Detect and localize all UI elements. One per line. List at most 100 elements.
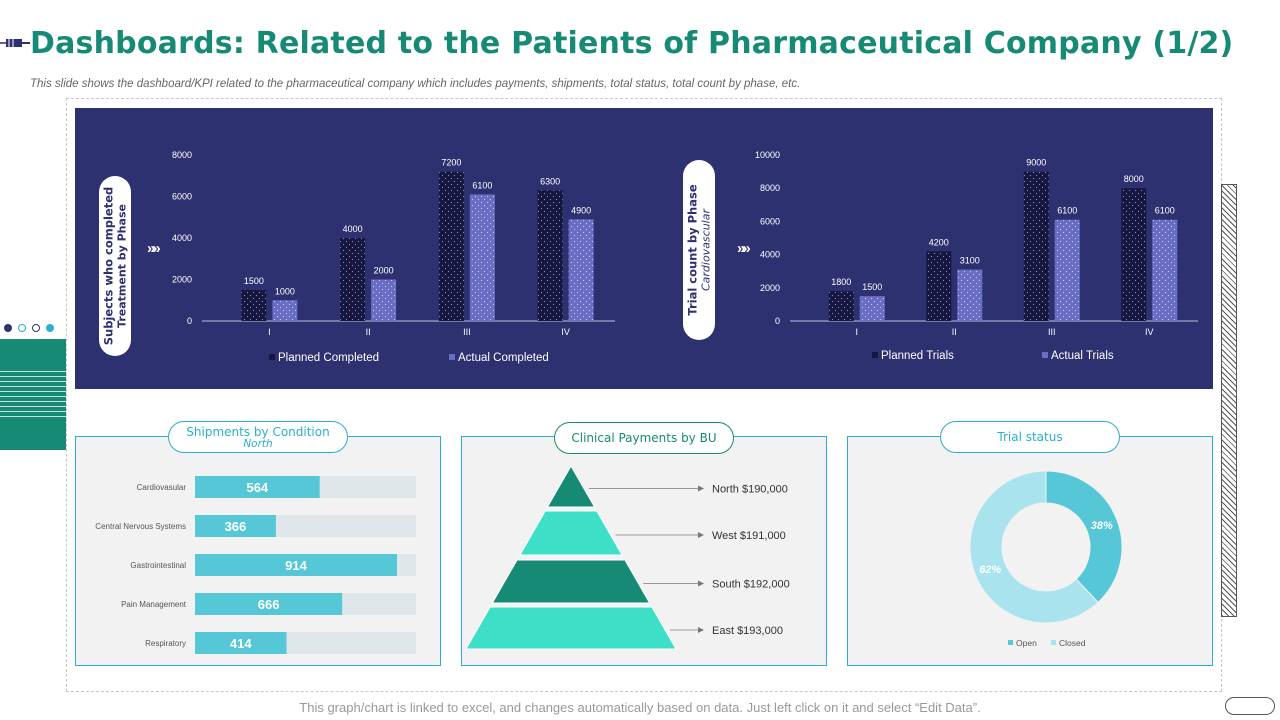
- bar: [195, 476, 320, 498]
- payments-title-pill: Clinical Payments by BU: [554, 422, 734, 454]
- leader-arrow-icon: [698, 532, 704, 538]
- y-tick-label: 4000: [760, 250, 780, 260]
- y-tick-label: 0: [775, 316, 780, 326]
- bar: [371, 279, 397, 321]
- shipments-bar-chart: Cardiovasular 564 Central Nervous Systems 3…: [95, 476, 416, 654]
- pyramid-segment: [546, 464, 596, 508]
- y-tick-label: 4000: [172, 233, 192, 243]
- data-label: 1500: [862, 282, 882, 292]
- data-label: 6300: [540, 176, 560, 186]
- bar: [469, 194, 495, 321]
- category-label: Pain Management: [121, 600, 187, 609]
- legend-swatch: [1042, 352, 1048, 358]
- bar: [1152, 219, 1178, 321]
- bar: [537, 190, 563, 321]
- legend-swatch: [449, 354, 455, 360]
- bottom-pill: [1225, 697, 1275, 715]
- page-subtitle: This slide shows the dashboard/KPI relat…: [30, 78, 801, 90]
- dot-icon: [32, 324, 40, 332]
- pyramid-segment: [491, 559, 651, 604]
- donut-label: 38%: [1091, 520, 1113, 532]
- data-label: 9000: [1026, 158, 1046, 168]
- leader-arrow-icon: [698, 580, 704, 587]
- y-tick-label: 2000: [760, 283, 780, 293]
- stripe-lines: [0, 371, 66, 417]
- bar: [340, 238, 366, 321]
- legend-label: Open: [1016, 638, 1037, 648]
- payments-card: North $190,000 West $191,000 South $192,00…: [461, 436, 827, 666]
- leader-arrow-icon: [698, 485, 704, 492]
- x-tick-label: III: [1048, 327, 1056, 337]
- shipments-subtitle: North: [243, 438, 273, 450]
- y-tick-label: 10000: [755, 150, 780, 160]
- bar: [195, 632, 287, 654]
- shipments-card: Cardiovasular 564 Central Nervous Systems 3…: [75, 436, 441, 666]
- pyramid-segment: [519, 510, 623, 556]
- x-tick-label: IV: [1145, 327, 1154, 337]
- legend-label: Actual Trials: [1051, 350, 1114, 362]
- category-label: Cardiovasular: [137, 483, 187, 492]
- pyramid-label: East $193,000: [712, 625, 783, 637]
- shipments-title-pill: Shipments by Condition North: [168, 421, 348, 453]
- data-label: 414: [230, 636, 252, 651]
- bar: [195, 593, 343, 615]
- data-label: 3100: [960, 256, 980, 266]
- bar: [1121, 188, 1147, 321]
- dot-icon: [46, 324, 54, 332]
- x-tick-label: I: [268, 327, 271, 337]
- arrow-icon: »»: [147, 240, 161, 257]
- syringe-icon: [0, 39, 30, 47]
- dot-icon: [18, 324, 26, 332]
- trial-pill: Trial count by Phase Cardiovascular: [683, 160, 715, 340]
- pyramid-label: South $192,000: [712, 579, 790, 591]
- legend-label: Closed: [1059, 638, 1086, 648]
- payments-title: Clinical Payments by BU: [571, 431, 717, 445]
- bar: [195, 515, 276, 537]
- bar: [272, 300, 298, 321]
- footer-note: This graph/chart is linked to excel, and…: [299, 700, 981, 715]
- pyramid-label: North $190,000: [712, 484, 788, 496]
- bar: [1054, 219, 1080, 321]
- bar: [828, 291, 854, 321]
- bar: [195, 554, 397, 576]
- pyramid-segment: [465, 606, 677, 650]
- data-label: 6100: [1155, 206, 1175, 216]
- leader-arrow-icon: [698, 627, 704, 633]
- x-tick-label: I: [855, 327, 858, 337]
- legend-label: Planned Completed: [278, 352, 379, 364]
- data-label: 666: [258, 597, 280, 612]
- page-title: Dashboards: Related to the Patients of P…: [30, 26, 1234, 61]
- bar: [1023, 171, 1049, 321]
- phase-charts-panel: Subjects who completed Treatment by Phas…: [75, 108, 1213, 389]
- data-label: 6100: [472, 180, 492, 190]
- data-label: 2000: [374, 266, 394, 276]
- legend-swatch: [269, 354, 275, 360]
- bar: [859, 296, 885, 321]
- y-tick-label: 6000: [760, 216, 780, 226]
- y-tick-label: 8000: [760, 183, 780, 193]
- legend-label: Actual Completed: [458, 352, 549, 364]
- arrow-icon: »»: [737, 240, 751, 257]
- y-tick-label: 0: [187, 316, 192, 326]
- data-label: 6100: [1057, 206, 1077, 216]
- green-accent-block: [0, 339, 66, 450]
- data-label: 366: [225, 519, 247, 534]
- subjects-bar-chart: 02000400060008000I15001000II40002000III7…: [172, 150, 1198, 364]
- bar: [241, 289, 267, 321]
- legend-swatch: [872, 352, 878, 358]
- category-label: Respiratory: [145, 639, 186, 648]
- data-label: 4900: [571, 205, 591, 215]
- trial-status-card: 38% 62% Open Closed: [847, 436, 1213, 666]
- trial-status-title-pill: Trial status: [940, 421, 1120, 453]
- y-tick-label: 2000: [172, 275, 192, 285]
- bar: [568, 219, 594, 321]
- category-label: Gastrointestinal: [130, 561, 186, 570]
- pyramid-label: West $191,000: [712, 530, 786, 542]
- data-label: 4200: [929, 237, 949, 247]
- slide-dots: [4, 324, 54, 332]
- y-tick-label: 6000: [172, 192, 192, 202]
- donut-label: 62%: [979, 564, 1001, 576]
- x-tick-label: III: [463, 327, 471, 337]
- category-label: Central Nervous Systems: [95, 522, 186, 531]
- trial-status-donut: 38% 62% Open Closed: [969, 470, 1123, 648]
